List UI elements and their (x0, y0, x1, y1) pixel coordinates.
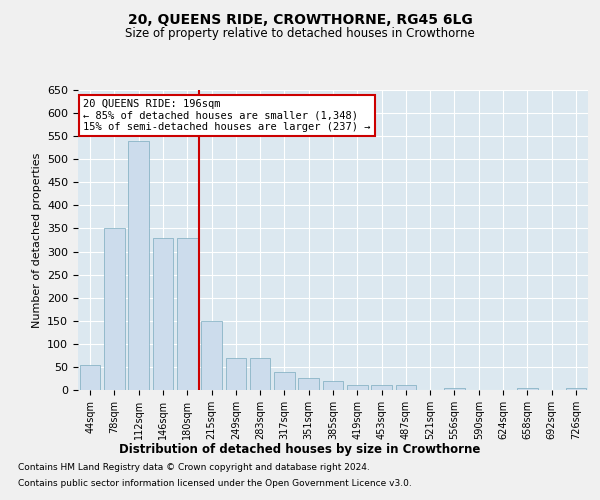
Bar (517, 388, 538, 390)
Bar (444, 388, 465, 390)
Text: 20 QUEENS RIDE: 196sqm
← 85% of detached houses are smaller (1,348)
15% of semi-: 20 QUEENS RIDE: 196sqm ← 85% of detached… (83, 99, 371, 132)
Bar (80, 364, 100, 390)
Bar (274, 372, 295, 390)
Bar (323, 381, 343, 390)
Bar (298, 378, 319, 390)
Bar (566, 388, 586, 390)
Y-axis label: Number of detached properties: Number of detached properties (32, 152, 41, 328)
Bar (395, 386, 416, 390)
Bar (250, 358, 271, 390)
Text: Distribution of detached houses by size in Crowthorne: Distribution of detached houses by size … (119, 442, 481, 456)
Text: 20, QUEENS RIDE, CROWTHORNE, RG45 6LG: 20, QUEENS RIDE, CROWTHORNE, RG45 6LG (128, 12, 472, 26)
Text: Contains public sector information licensed under the Open Government Licence v3: Contains public sector information licen… (18, 478, 412, 488)
Bar (177, 238, 197, 390)
Bar (371, 386, 392, 390)
Bar (128, 141, 149, 390)
Bar (152, 238, 173, 390)
Text: Contains HM Land Registry data © Crown copyright and database right 2024.: Contains HM Land Registry data © Crown c… (18, 464, 370, 472)
Bar (226, 358, 246, 390)
Text: Size of property relative to detached houses in Crowthorne: Size of property relative to detached ho… (125, 28, 475, 40)
Bar (347, 386, 368, 390)
Bar (201, 321, 222, 390)
Bar (104, 228, 125, 390)
